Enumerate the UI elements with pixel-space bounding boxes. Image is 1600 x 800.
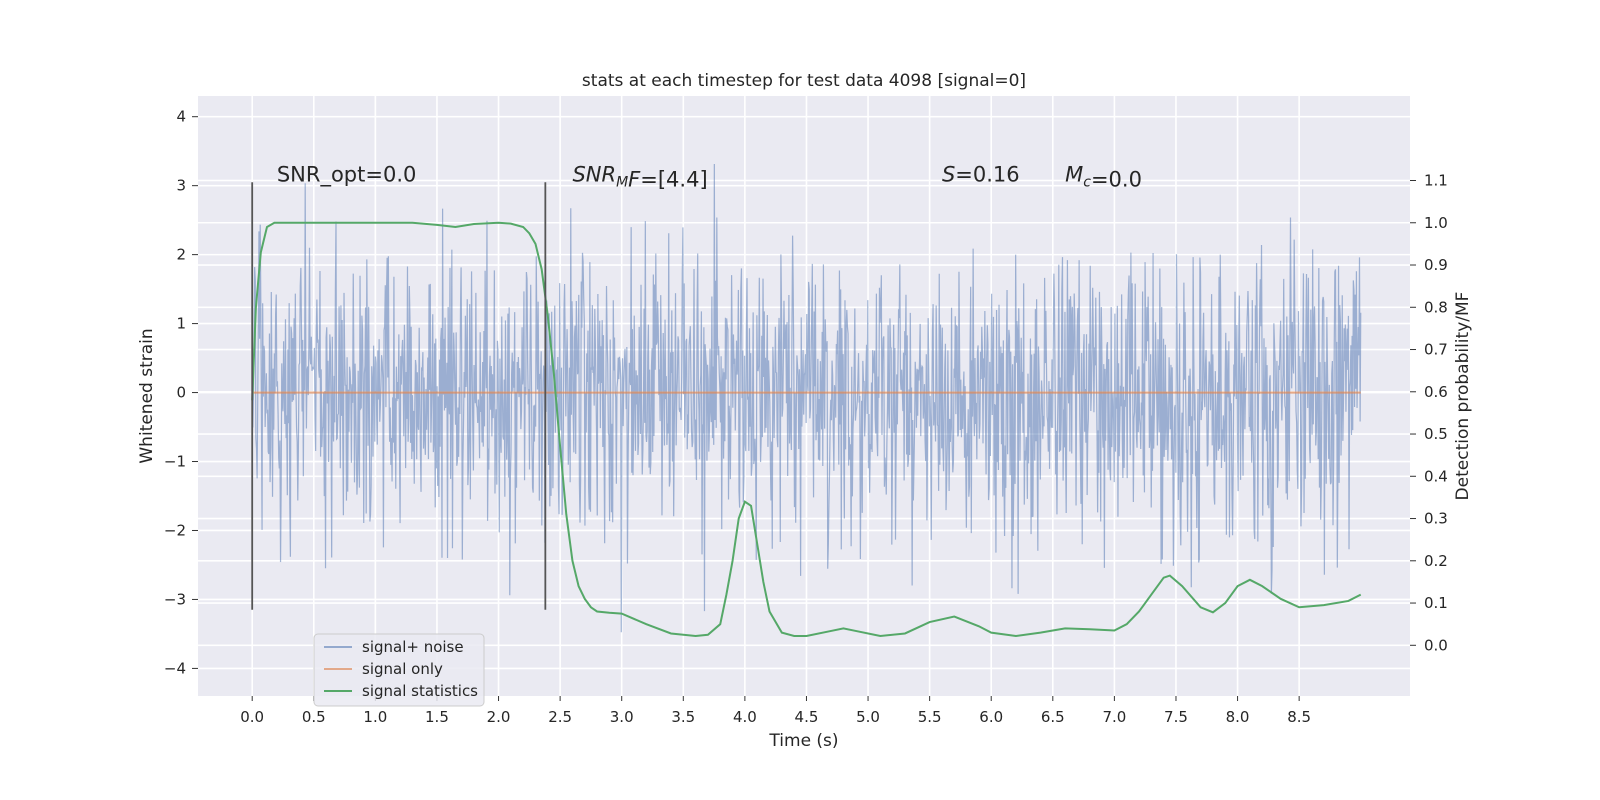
x-tick-label: 2.5 [548,708,572,726]
x-tick-label: 5.5 [918,708,942,726]
legend-label: signal+ noise [362,638,464,656]
y-tick-label: 1 [176,315,186,333]
annotation-italic: S [942,163,955,187]
y-tick-label: −1 [164,453,186,471]
annotation-italic: F [628,168,641,192]
series-line-signal-statistics [251,221,1362,638]
axis-ticks: 0.0 0.5 1.0 1.5 2.0 2.5 3.0 3.5 4.0 4.5 5.0 5.5 6.0 6… [164,108,1448,726]
series-lines [251,221,1362,638]
x-tick-label: 6.5 [1041,708,1065,726]
y2-tick-label: 0.4 [1424,467,1448,485]
y-tick-label: −3 [164,590,186,608]
x-tick-label: 4.5 [795,708,819,726]
y2-tick-label: 0.9 [1424,256,1448,274]
annotation-text: Mc=0.0 [1065,163,1142,192]
x-tick-label: 4.0 [733,708,757,726]
legend-label: signal only [362,660,443,678]
annotation-italic: M [1065,163,1083,187]
y2-axis-label: Detection probability/MF [1453,292,1473,501]
y2-tick-label: 0.3 [1424,510,1448,528]
annotation-rest: =0.16 [955,163,1019,187]
y-tick-label: 2 [176,246,186,264]
x-tick-label: 8.0 [1226,708,1250,726]
x-tick-label: 3.0 [610,708,634,726]
annotation-text: SNRMF=[4.4] [572,163,707,192]
x-tick-label: 1.0 [363,708,387,726]
x-tick-label: 1.5 [425,708,449,726]
x-axis-label: Time (s) [768,731,838,751]
x-tick-label: 6.0 [979,708,1003,726]
annotation-subscript: c [1083,175,1091,191]
x-tick-label: 3.5 [671,708,695,726]
y-tick-label: 0 [176,384,186,402]
x-tick-label: 7.0 [1102,708,1126,726]
y2-tick-label: 0.5 [1424,425,1448,443]
annotations: SNR_opt=0.0 SNRMF=[4.4] S=0.16 Mc=0.0 [277,163,1142,192]
y2-tick-label: 0.1 [1424,594,1448,612]
x-tick-label: 0.0 [240,708,264,726]
annotation-italic: SNR [572,163,616,187]
y-axis-label: Whitened strain [137,328,157,463]
legend-box [313,633,485,707]
annotation-rest: =[4.4] [640,168,707,192]
x-tick-label: 0.5 [302,708,326,726]
y2-tick-label: 0.6 [1424,383,1448,401]
x-tick-label: 5.0 [856,708,880,726]
series-signal-noise [251,163,1362,633]
noise-line [251,163,1362,633]
y2-tick-label: 1.1 [1424,172,1448,190]
y-tick-label: −2 [164,521,186,539]
annotation-rest: =0.0 [1091,168,1142,192]
annotation-text: SNR_opt=0.0 [277,163,417,188]
y2-tick-label: 0.7 [1424,341,1448,359]
x-tick-label: 2.0 [487,708,511,726]
legend: signal+ noise signal only signal statistic… [313,633,485,707]
y2-tick-label: 0.0 [1424,636,1448,654]
chart-title: stats at each timestep for test data 409… [582,71,1026,91]
legend-label: signal statistics [362,682,478,700]
y-tick-label: 4 [176,108,186,126]
y-tick-label: 3 [176,177,186,195]
annotation-text: S=0.16 [942,163,1020,187]
annotation-subscript: M [616,175,628,191]
x-tick-label: 7.5 [1164,708,1188,726]
y2-tick-label: 0.8 [1424,298,1448,316]
y2-tick-label: 0.2 [1424,552,1448,570]
x-tick-label: 8.5 [1287,708,1311,726]
annotation-rest: SNR_opt=0.0 [277,163,417,188]
y-tick-label: −4 [164,659,186,677]
vertical-markers [251,182,547,610]
y2-tick-label: 1.0 [1424,214,1448,232]
